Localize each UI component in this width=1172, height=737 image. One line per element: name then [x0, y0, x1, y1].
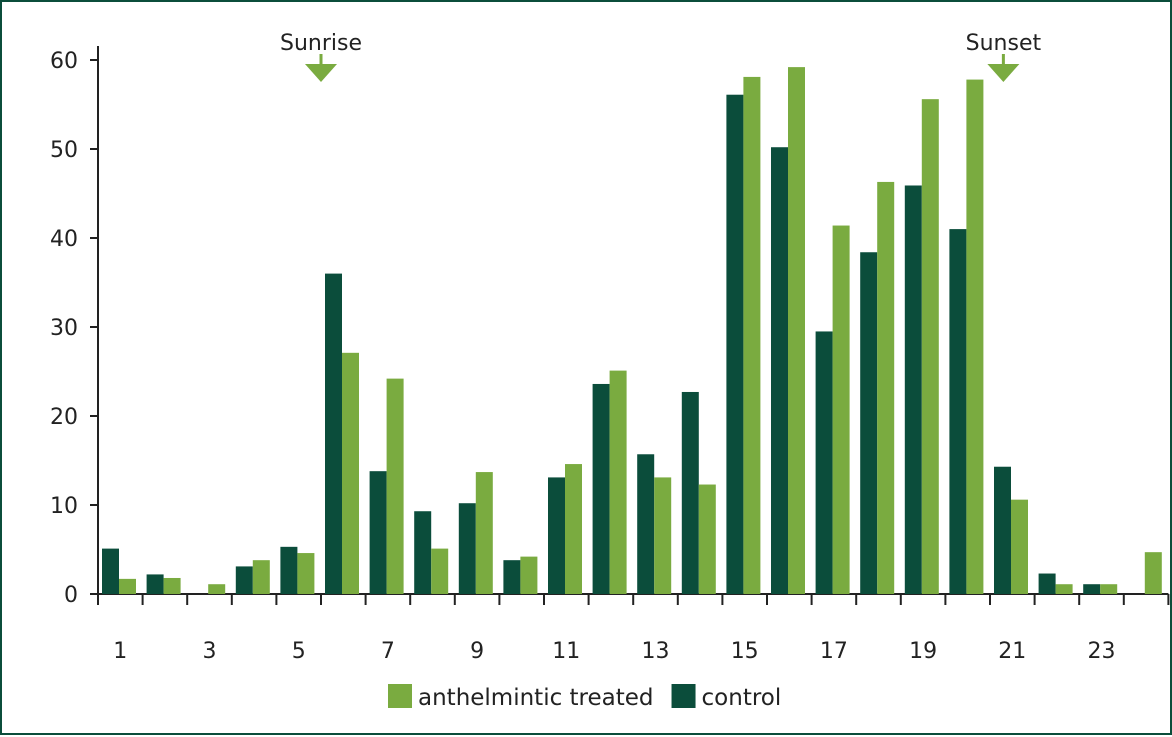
x-tick-label: 15 [731, 639, 759, 664]
bar-treated [609, 370, 627, 594]
x-tick-label: 3 [203, 639, 217, 664]
bar-treated [698, 484, 716, 594]
x-tick-label: 23 [1088, 639, 1116, 664]
bar-control [949, 229, 967, 594]
bar-treated [832, 225, 850, 595]
bar-treated [654, 477, 672, 594]
bar-control [726, 94, 744, 595]
bar-treated [921, 99, 939, 594]
x-tick-label: 17 [820, 639, 848, 664]
bar-treated [520, 556, 538, 594]
bar-control [815, 331, 833, 594]
bar-control [1083, 584, 1101, 594]
bar-treated [342, 352, 359, 594]
x-tick-label: 5 [292, 639, 306, 664]
bar-treated [208, 584, 226, 594]
bar-control [369, 471, 387, 594]
y-tick-label: 20 [50, 405, 78, 430]
bar-treated [743, 76, 761, 594]
y-tick-label: 60 [50, 49, 78, 74]
legend-label-control: control [702, 685, 782, 711]
x-tick-label: 9 [470, 639, 484, 664]
bar-control [1038, 573, 1056, 594]
y-tick-label: 40 [50, 227, 78, 252]
bar-control [458, 503, 476, 594]
sunrise-label: Sunrise [280, 31, 362, 56]
bar-treated [1055, 584, 1073, 594]
bar-control [235, 566, 253, 594]
bar-treated [297, 553, 315, 594]
legend: anthelmintic treated control [388, 684, 781, 711]
y-tick-label: 50 [50, 138, 78, 163]
bar-control [548, 477, 565, 594]
bar-control [325, 273, 342, 594]
x-tick-label: 13 [642, 639, 670, 664]
sunset-label: Sunset [966, 31, 1042, 56]
sunrise-arrow-stem [319, 54, 323, 66]
bar-treated [788, 67, 805, 595]
bar-treated [386, 378, 404, 594]
bar-control [414, 511, 432, 594]
bar-control [102, 548, 119, 594]
bars [102, 67, 1162, 595]
annotations: Sunrise Sunset [280, 31, 1041, 82]
bar-control [771, 147, 788, 594]
bar-treated [966, 79, 984, 594]
bar-control [860, 252, 878, 595]
x-tick-label: 21 [998, 639, 1026, 664]
sunset-arrow-stem [1001, 54, 1005, 66]
x-tick-label: 7 [381, 639, 395, 664]
bar-control [592, 383, 610, 594]
bar-treated [475, 472, 493, 594]
bar-treated [431, 548, 449, 594]
x-tick-label: 11 [552, 639, 580, 664]
sunrise-arrow-icon [305, 64, 337, 82]
y-tick-label: 0 [64, 583, 78, 608]
bar-treated [119, 578, 136, 594]
sunset-arrow-icon [987, 64, 1020, 82]
bar-treated [1011, 499, 1028, 594]
bar-treated [252, 560, 270, 594]
bar-control [637, 454, 655, 594]
bar-treated [163, 577, 181, 594]
bar-control [146, 574, 164, 594]
y-tick-label: 10 [50, 494, 78, 519]
x-tick-label: 19 [909, 639, 937, 664]
bar-control [280, 546, 298, 594]
legend-swatch-control [671, 684, 696, 708]
bar-treated [565, 464, 582, 594]
bar-control [994, 466, 1011, 594]
legend-swatch-treated [388, 684, 412, 708]
bar-treated [1100, 584, 1118, 594]
bar-treated [1144, 552, 1162, 594]
x-tick-label: 1 [113, 639, 127, 664]
bar-control [681, 391, 699, 594]
bar-control [503, 560, 521, 594]
y-tick-label: 30 [50, 316, 78, 341]
bar-treated [877, 181, 895, 594]
bar-control [904, 185, 922, 595]
legend-label-treated: anthelmintic treated [418, 685, 654, 711]
